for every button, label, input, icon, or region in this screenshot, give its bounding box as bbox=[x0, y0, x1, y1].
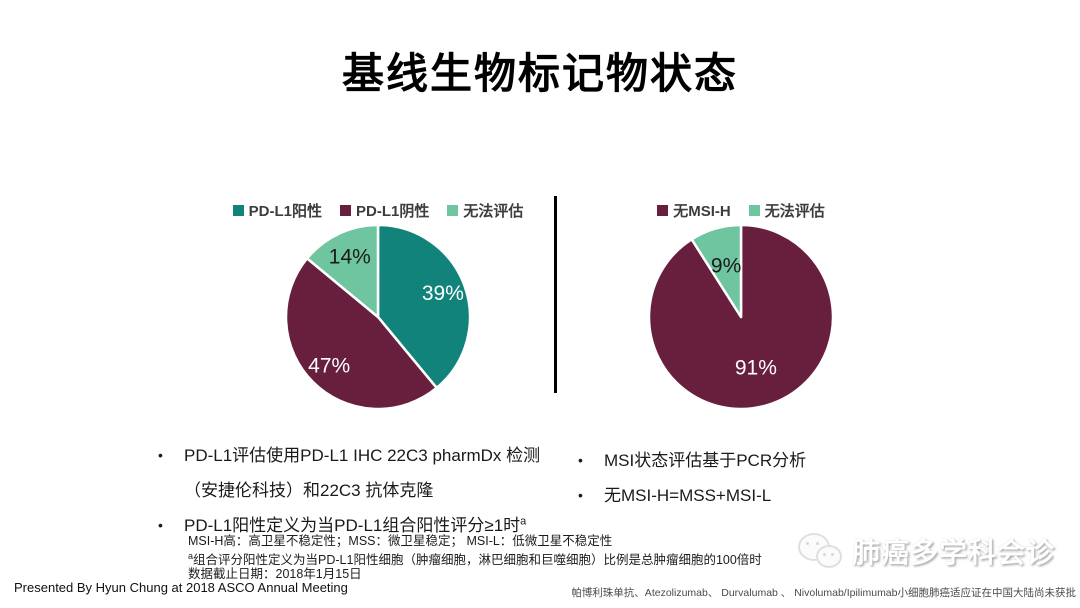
watermark-text: 肺癌多学科会诊 bbox=[852, 537, 1056, 568]
legend-item: 无MSI-H bbox=[657, 200, 731, 221]
legend-swatch bbox=[447, 205, 459, 216]
pie-slice bbox=[305, 223, 380, 319]
legend-item: PD-L1阳性 bbox=[232, 200, 322, 221]
footnote-marker: a bbox=[520, 515, 527, 528]
list-item: PD-L1评估使用PD-L1 IHC 22C3 pharmDx 检测（安捷伦科技… bbox=[158, 438, 570, 508]
pdl1-pie-chart: 39% 47% 14% bbox=[283, 222, 473, 412]
msi-pie-chart: 91% 9% bbox=[646, 222, 836, 412]
bullet-text: PD-L1阳性定义为当PD-L1组合阳性评分≥1时a bbox=[184, 515, 527, 535]
pie-data-label: 9% bbox=[711, 254, 741, 277]
msi-bullet-list: MSI状态评估基于PCR分析 无MSI-H=MSS+MSI-L bbox=[578, 443, 918, 513]
footnotes: MSI-H高：高卫星不稳定性；MSS：微卫星稳定； MSI-L：低微卫星不稳定性… bbox=[188, 534, 768, 582]
regulatory-disclaimer: 帕博利珠单抗、Atezolizumab、 Durvalumab 、 Nivolu… bbox=[571, 587, 1076, 599]
bullet-text: MSI状态评估基于PCR分析 bbox=[604, 451, 807, 470]
list-item: MSI状态评估基于PCR分析 bbox=[578, 443, 918, 478]
footnote-line: a组合评分阳性定义为当PD-L1阳性细胞（肿瘤细胞，淋巴细胞和巨噬细胞）比例是总… bbox=[188, 550, 762, 567]
legend-swatch bbox=[657, 205, 669, 216]
footnote-marker: a bbox=[188, 550, 194, 561]
pie-data-label: 91% bbox=[735, 357, 777, 380]
legend-swatch bbox=[232, 205, 244, 216]
legend-item: PD-L1阴性 bbox=[339, 200, 430, 221]
presenter-credit: Presented By Hyun Chung at 2018 ASCO Ann… bbox=[14, 580, 348, 595]
pdl1-chart-legend: PD-L1阳性 PD-L1阴性 无法评估 bbox=[188, 200, 568, 221]
legend-swatch bbox=[748, 205, 760, 216]
legend-label: PD-L1阴性 bbox=[355, 203, 430, 220]
watermark: 肺癌多学科会诊 bbox=[798, 531, 1055, 571]
pie-data-label: 14% bbox=[329, 246, 371, 269]
pdl1-bullet-list: PD-L1评估使用PD-L1 IHC 22C3 pharmDx 检测（安捷伦科技… bbox=[158, 438, 570, 543]
slide-title: 基线生物标记物状态 bbox=[341, 50, 738, 97]
pie-data-label: 47% bbox=[308, 354, 350, 377]
legend-label: PD-L1阳性 bbox=[248, 203, 322, 220]
legend-label: 无MSI-H bbox=[673, 203, 731, 220]
legend-label: 无法评估 bbox=[764, 203, 825, 220]
pie-slice bbox=[690, 223, 743, 319]
bullet-text: 无MSI-H=MSS+MSI-L bbox=[604, 486, 772, 505]
legend-label: 无法评估 bbox=[463, 203, 524, 220]
legend-item: 无法评估 bbox=[447, 200, 523, 221]
list-item: 无MSI-H=MSS+MSI-L bbox=[578, 478, 918, 513]
footnote-line: 数据截止日期：2018年1月15日 bbox=[188, 567, 362, 582]
legend-swatch bbox=[339, 205, 351, 216]
footnote-line: MSI-H高：高卫星不稳定性；MSS：微卫星稳定； MSI-L：低微卫星不稳定性 bbox=[188, 534, 613, 548]
list-item: PD-L1阳性定义为当PD-L1组合阳性评分≥1时a bbox=[158, 508, 570, 543]
vertical-divider bbox=[554, 196, 557, 393]
wechat-logo-icon bbox=[798, 531, 844, 571]
pie-data-label: 39% bbox=[422, 282, 464, 305]
pie-slice bbox=[376, 223, 472, 390]
legend-item: 无法评估 bbox=[748, 200, 825, 221]
msi-chart-legend: 无MSI-H 无法评估 bbox=[591, 200, 891, 221]
pie-slice bbox=[284, 257, 438, 411]
bullet-text: PD-L1评估使用PD-L1 IHC 22C3 pharmDx 检测（安捷伦科技… bbox=[184, 446, 541, 500]
